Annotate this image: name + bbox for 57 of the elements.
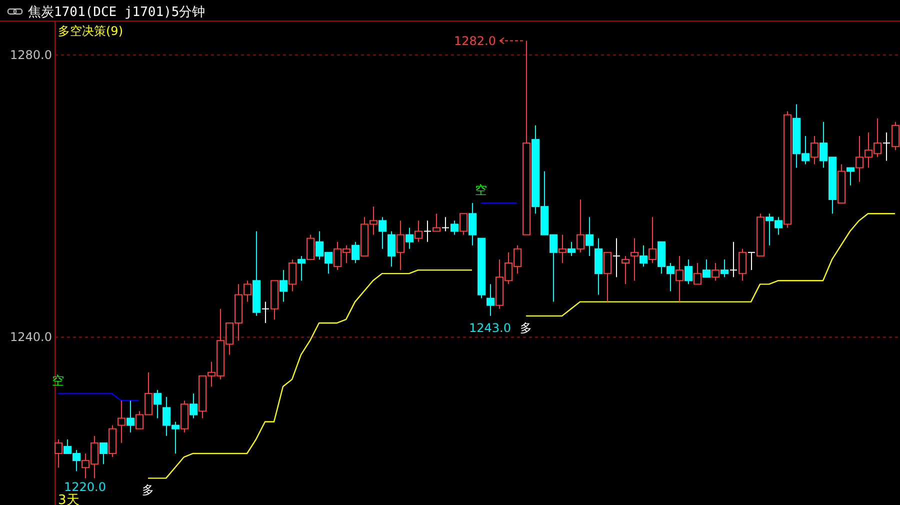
candlestick [262,301,270,324]
annotation: 1243.0 [469,320,511,335]
candlestick [730,241,738,278]
candlestick [648,216,656,264]
candlestick [576,199,584,253]
candlestick [306,234,314,260]
candlestick [622,255,630,285]
candlestick [118,400,126,444]
candlestick [748,252,756,271]
candlestick [630,238,638,282]
candlestick [396,220,404,271]
chart-title: 焦炭1701(DCE j1701)5分钟 [28,5,206,20]
text: 多 [520,320,532,335]
y-tick-label: 1280.0 [10,48,52,62]
candlestick [100,442,108,465]
candlestick [586,216,594,256]
candlestick [126,400,134,433]
candlestick [378,216,386,250]
candlestick [298,255,306,282]
candlestick [568,241,576,256]
y-tick-label: 1240.0 [10,330,52,344]
candlestick [442,216,450,232]
candlestick [424,220,432,242]
annotation: 1220.0 [64,480,106,494]
candlestick [388,230,396,268]
candlestick [486,284,494,316]
candlestick [450,220,458,236]
candlestick [720,258,728,278]
series-label: 多 [142,483,154,498]
candlestick [352,241,360,264]
candlestick [414,220,422,242]
candlestick [810,136,818,165]
candlestick [154,389,162,419]
candlestick [684,258,692,285]
candlestick [190,393,198,419]
chart-subtitle: 多空决策(9) [58,24,123,38]
candlestick [676,255,684,302]
text: 空 [475,183,487,198]
candlestick [702,258,710,278]
candlestick [460,213,468,236]
candlestick [846,167,854,186]
candlestick [738,248,746,282]
candlestick [612,238,620,278]
candlestick [288,258,296,292]
candlestick [694,262,702,285]
annotation: 1282.0 [454,34,496,48]
candlestick [280,270,288,302]
candlestick [882,132,890,162]
candlestick [406,227,414,250]
candlestick [640,244,648,268]
candlestick [712,262,720,282]
candlestick [604,252,612,302]
candlestick [558,234,566,264]
candlestick [432,213,440,232]
candlestick [54,438,62,468]
candlestick [892,121,900,151]
candlestick [468,202,476,246]
